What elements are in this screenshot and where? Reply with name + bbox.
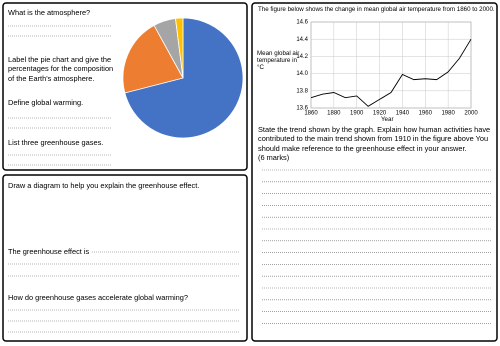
- panel-border: [2, 174, 248, 342]
- plot-area: [310, 21, 472, 109]
- pie-slice: [124, 17, 244, 139]
- x-tick-label: 1860: [304, 111, 318, 117]
- x-tick-label: 2000: [464, 111, 478, 117]
- panel-border: [2, 2, 248, 171]
- instruction: Draw a diagram to help you explain the g…: [8, 181, 200, 190]
- y-tick-label: 14.2: [296, 54, 308, 60]
- question: List three greenhouse gases.: [8, 138, 104, 147]
- x-tick-label: 1880: [327, 111, 341, 117]
- panel-border: [251, 2, 498, 342]
- x-tick-label: 1920: [373, 111, 387, 117]
- marks: (6 marks): [258, 153, 290, 162]
- x-tick-label: 1940: [396, 111, 410, 117]
- chart-title: The figure below shows the change in mea…: [258, 6, 495, 13]
- pie-slice: [175, 17, 184, 79]
- y-tick-label: 13.8: [296, 88, 308, 94]
- question: How do greenhouse gases accelerate globa…: [8, 293, 188, 302]
- temperature-line: [310, 38, 472, 107]
- y-tick-label: 13.6: [296, 106, 308, 112]
- y-tick-label: 14.6: [296, 20, 308, 26]
- x-tick-label: 1960: [419, 111, 433, 117]
- question: State the trend shown by the graph. Expl…: [258, 125, 491, 153]
- question: What is the atmosphere?: [8, 8, 91, 17]
- y-axis-label: Mean global air temperature in °C: [257, 50, 300, 72]
- pie-slice: [122, 24, 184, 94]
- x-tick-label: 1900: [350, 111, 364, 117]
- question: Define global warming.: [8, 98, 84, 107]
- x-axis-label: Year: [381, 116, 394, 123]
- instruction: Label the pie chart and give the percent…: [8, 55, 114, 83]
- x-tick-label: 1980: [441, 111, 455, 117]
- y-tick-label: 14.0: [296, 71, 308, 77]
- y-tick-label: 14.4: [296, 37, 308, 43]
- sentence-start: The greenhouse effect is: [8, 247, 90, 256]
